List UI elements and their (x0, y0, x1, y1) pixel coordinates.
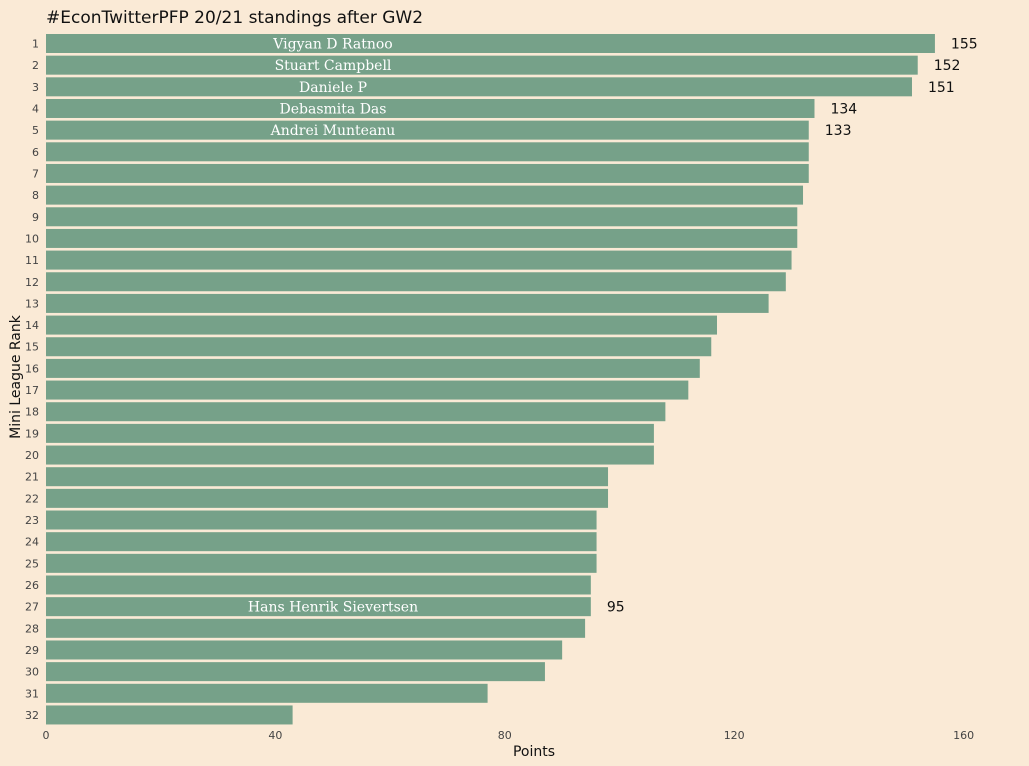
y-tick-label: 13 (25, 297, 39, 310)
y-axis-title: Mini League Rank (8, 314, 24, 439)
bar-rank-15 (46, 337, 712, 357)
y-tick-label: 22 (25, 492, 39, 505)
bar-rank-4 (46, 98, 815, 118)
y-tick-label: 8 (32, 189, 39, 202)
bar-rank-29 (46, 640, 563, 660)
bar-rank-31 (46, 683, 488, 703)
y-tick-label: 32 (25, 709, 39, 722)
bar-rank-12 (46, 272, 786, 292)
y-tick-label: 21 (25, 471, 39, 484)
y-tick-label: 26 (25, 579, 39, 592)
y-tick-labels: 1234567891011121314151617181920212223242… (25, 38, 39, 722)
y-tick-label: 25 (25, 557, 39, 570)
y-tick-label: 7 (32, 167, 39, 180)
bar-rank-16 (46, 358, 700, 378)
bar-name-label: Daniele P (299, 80, 367, 96)
bar-rank-9 (46, 207, 798, 227)
bar-name-label: Hans Henrik Sievertsen (248, 600, 418, 616)
bar-rank-26 (46, 575, 591, 595)
y-tick-label: 16 (25, 362, 39, 375)
x-tick-label: 160 (953, 729, 974, 742)
y-tick-label: 11 (25, 254, 39, 267)
y-tick-label: 2 (32, 59, 39, 72)
bar-rank-10 (46, 228, 798, 248)
bar-rank-21 (46, 467, 609, 487)
y-tick-label: 20 (25, 449, 39, 462)
bar-rank-5 (46, 120, 809, 140)
bar-value-label: 152 (934, 58, 961, 74)
bar-value-label: 95 (607, 600, 625, 616)
bar-rank-24 (46, 532, 597, 552)
y-tick-label: 12 (25, 276, 39, 289)
bar-rank-18 (46, 402, 666, 422)
bar-rank-8 (46, 185, 804, 205)
y-tick-label: 28 (25, 622, 39, 635)
y-tick-label: 4 (32, 102, 39, 115)
y-tick-label: 5 (32, 124, 39, 137)
bar-rank-20 (46, 445, 654, 465)
x-tick-label: 120 (724, 729, 745, 742)
bar-value-label: 151 (928, 80, 955, 96)
x-tick-label: 0 (43, 729, 50, 742)
bars-layer (46, 34, 935, 725)
y-tick-label: 9 (32, 211, 39, 224)
y-tick-label: 23 (25, 514, 39, 527)
bar-rank-13 (46, 293, 769, 313)
y-tick-label: 17 (25, 384, 39, 397)
x-axis-title: Points (513, 744, 555, 760)
bar-value-label: 155 (951, 37, 978, 53)
y-tick-label: 19 (25, 427, 39, 440)
bar-annotations: Vigyan D Ratnoo 155 Stuart Campbell 152 Dani… (248, 37, 978, 616)
bar-name-label: Debasmita Das (280, 101, 387, 117)
y-tick-label: 24 (25, 536, 39, 549)
bar-rank-23 (46, 510, 597, 530)
y-tick-label: 6 (32, 146, 39, 159)
bar-rank-7 (46, 163, 809, 183)
bar-rank-2 (46, 55, 918, 75)
x-tick-label: 80 (498, 729, 512, 742)
bar-rank-3 (46, 77, 912, 97)
bar-name-label: Stuart Campbell (275, 58, 392, 74)
chart-title: #EconTwitterPFP 20/21 standings after GW… (46, 8, 423, 28)
y-tick-label: 3 (32, 81, 39, 94)
bar-rank-17 (46, 380, 689, 400)
bar-name-label: Vigyan D Ratnoo (272, 37, 392, 53)
bar-name-label: Andrei Munteanu (270, 123, 396, 139)
bar-rank-32 (46, 705, 293, 725)
bar-rank-6 (46, 142, 809, 162)
bar-rank-11 (46, 250, 792, 270)
y-tick-label: 10 (25, 232, 39, 245)
bar-rank-27 (46, 597, 591, 617)
bar-rank-19 (46, 423, 654, 443)
y-tick-label: 29 (25, 644, 39, 657)
bar-rank-28 (46, 618, 586, 638)
y-tick-label: 14 (25, 319, 39, 332)
bar-rank-22 (46, 488, 609, 508)
bar-rank-14 (46, 315, 717, 335)
bar-rank-25 (46, 553, 597, 573)
y-tick-label: 31 (25, 687, 39, 700)
bar-value-label: 134 (830, 101, 857, 117)
y-tick-label: 1 (32, 38, 39, 51)
x-tick-labels: 0 40 80 120 160 (43, 729, 975, 742)
bar-value-label: 133 (825, 123, 852, 139)
bar-rank-1 (46, 34, 935, 53)
y-tick-label: 15 (25, 341, 39, 354)
y-tick-label: 27 (25, 601, 39, 614)
x-tick-label: 40 (268, 729, 282, 742)
y-tick-label: 18 (25, 406, 39, 419)
y-tick-label: 30 (25, 666, 39, 679)
bar-rank-30 (46, 662, 545, 682)
